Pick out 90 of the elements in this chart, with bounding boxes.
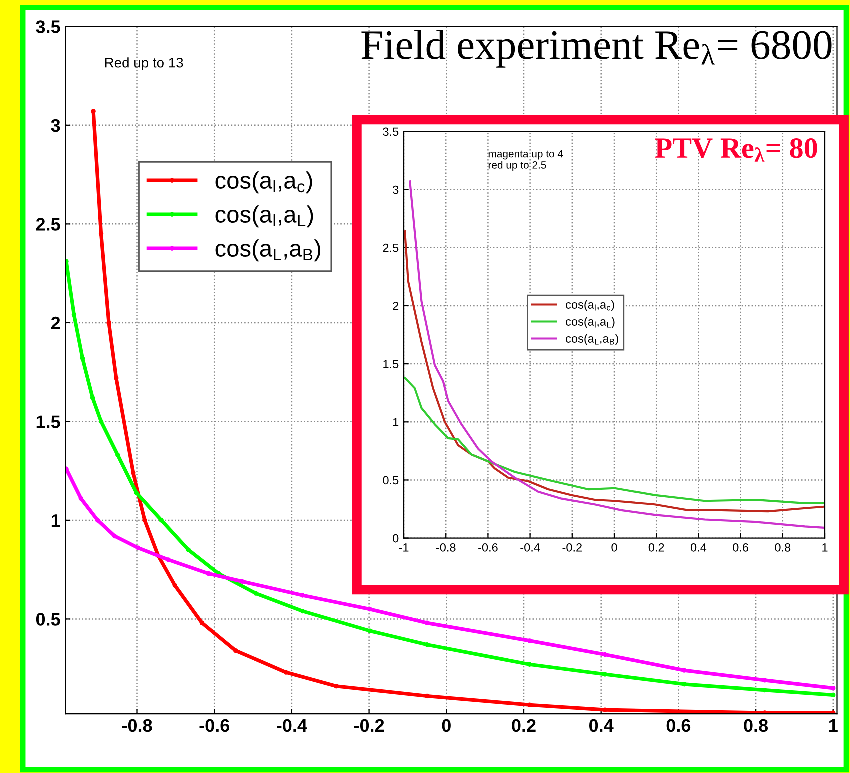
y-tick-label: 2.5 <box>36 218 60 231</box>
legend-label: cos(a$_{l}$,a$_{c}$) <box>216 172 312 194</box>
y-tick-label: 3.5 <box>383 128 399 136</box>
point <box>112 534 118 539</box>
point <box>334 684 339 689</box>
legend-label: cos(a$_{l}$,a$_{c}$) <box>566 300 614 312</box>
point <box>424 620 430 626</box>
point <box>300 593 306 598</box>
x-tick-label: 1 <box>830 720 838 732</box>
point <box>368 606 372 612</box>
legend-label: cos(a$_{l}$,a$_{L}$) <box>566 317 615 328</box>
point <box>136 546 141 550</box>
y-tick-label: 0 <box>393 534 399 543</box>
point <box>91 109 96 114</box>
x-tick-label: -0.8 <box>122 719 152 732</box>
line-series <box>404 376 824 505</box>
x-tick-label: -0.6 <box>478 543 498 552</box>
point <box>80 356 86 361</box>
line-series <box>66 466 836 691</box>
x-tick-label: -0.6 <box>200 719 230 732</box>
y-tick-label: 2.5 <box>383 244 399 252</box>
legend-label: cos(a$_{L}$,a$_{B}$) <box>216 240 321 262</box>
point <box>98 419 104 424</box>
point <box>186 548 192 552</box>
x-tick-label: -0.4 <box>277 719 308 732</box>
point <box>95 518 100 523</box>
y-tick-label: 1 <box>52 514 60 527</box>
point <box>78 496 84 502</box>
x-tick-label: -1 <box>399 544 409 552</box>
point <box>234 648 238 654</box>
point <box>72 312 77 318</box>
point <box>116 452 120 458</box>
x-tick-label: 1 <box>822 544 828 552</box>
x-tick-label: 0.2 <box>512 719 536 732</box>
point <box>134 490 139 496</box>
point <box>602 652 608 658</box>
point <box>131 470 136 476</box>
x-tick-label: -0.2 <box>354 719 384 732</box>
point <box>142 518 148 523</box>
point <box>831 686 836 691</box>
x-tick-label: -0.8 <box>436 543 456 552</box>
point <box>166 558 171 562</box>
point <box>762 678 768 683</box>
point <box>368 628 372 634</box>
x-tick-label: 0.4 <box>690 543 707 552</box>
point <box>682 682 687 687</box>
y-tick-label: 0.5 <box>36 613 60 626</box>
chart-title: PTV Re$_{λ}$= 80 <box>655 138 818 162</box>
point <box>90 396 96 400</box>
point <box>106 320 112 326</box>
y-tick-label: 2 <box>51 316 60 330</box>
point <box>254 591 258 596</box>
x-tick-label: 0.8 <box>744 719 768 732</box>
annotation: magenta up to 4 red up to 2.5 <box>488 150 564 171</box>
y-tick-label: 2 <box>393 302 399 310</box>
annotation: Red up to 13 <box>105 58 184 71</box>
point <box>424 642 430 648</box>
y-tick-label: 0.5 <box>383 476 399 485</box>
y-tick-label: 3 <box>51 119 60 132</box>
x-tick-label: -0.2 <box>562 543 582 552</box>
point <box>682 668 687 673</box>
point <box>527 638 532 644</box>
chart-title: Field experiment Re$_{λ}$= 6800 <box>362 30 832 68</box>
point <box>98 232 104 236</box>
point <box>284 670 289 675</box>
line-series <box>404 230 824 513</box>
point <box>300 608 306 614</box>
x-tick-label: 0.4 <box>590 719 614 732</box>
point <box>159 518 164 523</box>
x-tick-label: 0.2 <box>648 543 664 552</box>
legend-label: cos(a$_{L}$,a$_{B}$) <box>566 334 618 346</box>
y-tick-label: 1.5 <box>384 360 399 368</box>
y-tick-label: 1 <box>393 418 399 426</box>
x-tick-label: 0 <box>442 719 451 732</box>
point <box>240 579 245 584</box>
y-tick-label: 1.5 <box>36 416 60 428</box>
point <box>172 583 178 588</box>
x-tick-label: 0.6 <box>733 543 748 552</box>
x-tick-label: 0 <box>612 543 618 552</box>
x-tick-label: 0.8 <box>775 543 791 552</box>
legend-label: cos(a$_{l}$,a$_{L}$) <box>216 206 314 228</box>
point <box>200 620 205 626</box>
y-tick-label: 3 <box>393 186 399 194</box>
x-tick-label: -0.4 <box>520 543 540 552</box>
point <box>206 571 212 576</box>
point <box>762 688 768 693</box>
point <box>831 692 836 698</box>
line-series <box>409 180 824 529</box>
x-tick-label: 0.6 <box>666 719 691 732</box>
y-tick-label: 3.5 <box>36 20 60 34</box>
